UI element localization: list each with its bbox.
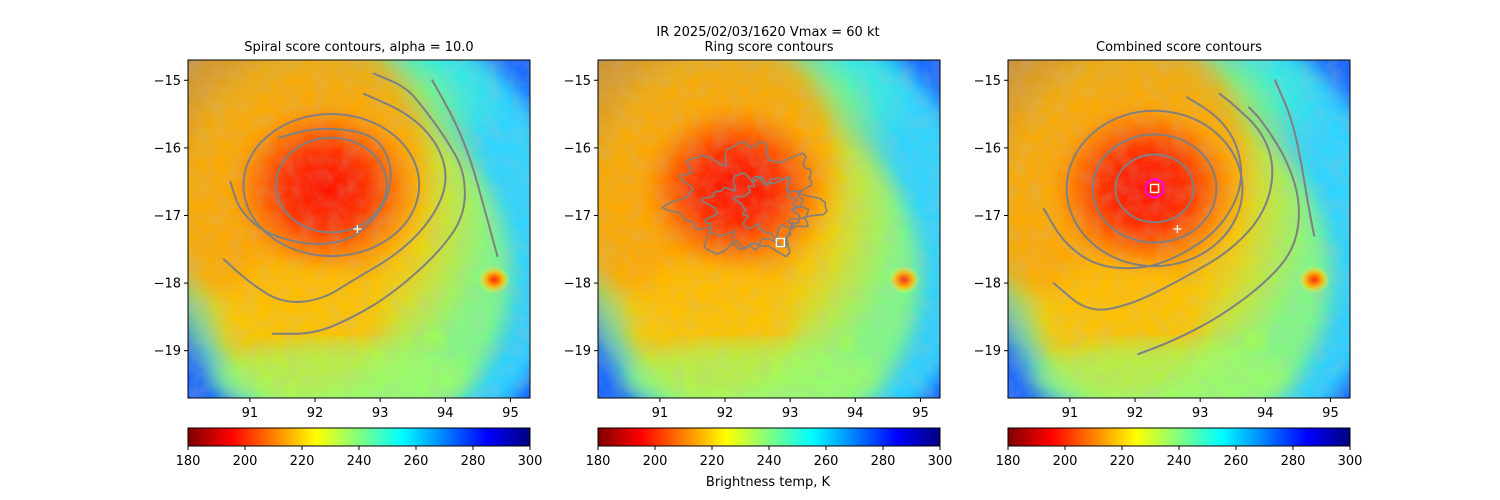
contour-ragged: [700, 172, 810, 251]
y-tick-label: −19: [564, 344, 591, 359]
colorbar-tick-label: 180: [586, 454, 611, 469]
contour-ring: [1114, 153, 1195, 224]
colorbar-tick-label: 220: [290, 454, 315, 469]
contour-line: [1042, 96, 1243, 270]
x-tick-label: 94: [1257, 406, 1274, 421]
ir-image: [598, 60, 940, 398]
y-tick-label: −17: [154, 209, 181, 224]
colorbar-tick-label: 300: [928, 454, 953, 469]
axes-frame: [597, 59, 941, 399]
score-contours: [661, 140, 828, 258]
contour-line: [1052, 92, 1274, 311]
colorbar-tick-label: 240: [347, 454, 372, 469]
axes-frame: [1007, 59, 1351, 399]
contour-ring: [1065, 109, 1244, 268]
colorbar-tick-label: 200: [643, 454, 668, 469]
contour-ragged: [732, 175, 804, 240]
x-tick-label: 93: [782, 406, 799, 421]
center-plus-marker: [353, 225, 362, 233]
panel-title: Spiral score contours, alpha = 10.0: [244, 40, 473, 55]
colorbar-tick-label: 260: [1224, 454, 1249, 469]
contour-line: [431, 79, 499, 257]
colorbar-label: Brightness temp, K: [706, 475, 831, 490]
score-contours: [1042, 79, 1316, 356]
panel-spiral: Spiral score contours, alpha = 10.0 −15 −1…: [154, 40, 543, 469]
panel-ring: Ring score contours −15 −16 −17 −18 −19 91 92 93…: [564, 40, 953, 469]
center-square-marker: [1149, 183, 1160, 194]
y-tick-label: −18: [974, 277, 1001, 292]
x-tick-label: 95: [502, 406, 519, 421]
y-tick-label: −16: [974, 141, 1001, 156]
colorbar: 180 200 220 240 260 280 300: [996, 427, 1363, 469]
axes-frame: [187, 59, 531, 399]
contour-ring: [242, 113, 421, 258]
colorbar-tick-label: 180: [176, 454, 201, 469]
y-tick-label: −18: [154, 277, 181, 292]
contour-line: [1274, 79, 1316, 237]
x-tick-label: 94: [437, 406, 454, 421]
y-tick-label: −15: [974, 74, 1001, 89]
x-tick-label: 92: [717, 406, 734, 421]
colorbar-gradient: [597, 427, 941, 447]
colorbar-tick-label: 200: [1053, 454, 1078, 469]
contour-line: [229, 127, 392, 245]
colorbar-tick-label: 300: [1338, 454, 1363, 469]
ir-image: [1008, 60, 1350, 398]
x-tick-label: 92: [1127, 406, 1144, 421]
y-tick-label: −15: [154, 74, 181, 89]
y-tick-label: −15: [564, 74, 591, 89]
y-tick-label: −19: [974, 344, 1001, 359]
colorbar-tick-label: 240: [1167, 454, 1192, 469]
colorbar-gradient: [187, 427, 531, 447]
contour-line: [222, 92, 447, 303]
colorbar-gradient: [1007, 427, 1351, 447]
contour-line: [271, 72, 466, 335]
colorbar-tick-label: 240: [757, 454, 782, 469]
x-tick-label: 95: [1322, 406, 1339, 421]
x-tick-label: 94: [847, 406, 864, 421]
panel-combined: Combined score contours −15 −16 −17 −18 −19 91…: [974, 40, 1363, 469]
center-plus-marker: [1173, 225, 1182, 233]
colorbar-tick-label: 220: [700, 454, 725, 469]
y-tick-label: −16: [154, 141, 181, 156]
x-tick-label: 93: [1192, 406, 1209, 421]
x-tick-label: 91: [1062, 406, 1079, 421]
contour-ring: [1091, 133, 1218, 244]
figure-suptitle: IR 2025/02/03/1620 Vmax = 60 kt: [656, 25, 879, 40]
colorbar-tick-label: 280: [1281, 454, 1306, 469]
contour-ragged: [661, 140, 828, 258]
y-tick-label: −19: [154, 344, 181, 359]
colorbar-tick-label: 260: [814, 454, 839, 469]
score-contours: [222, 72, 499, 335]
colorbar-tick-label: 180: [996, 454, 1021, 469]
contour-ring: [274, 136, 388, 234]
panel-title: Ring score contours: [704, 40, 833, 55]
colorbar-tick-label: 300: [518, 454, 543, 469]
colorbar-tick-label: 280: [461, 454, 486, 469]
y-tick-label: −17: [564, 209, 591, 224]
contour-line: [1137, 106, 1300, 356]
colorbar-tick-label: 200: [233, 454, 258, 469]
x-tick-label: 91: [242, 406, 259, 421]
x-tick-label: 93: [372, 406, 389, 421]
center-circle-marker: [1144, 178, 1165, 199]
y-tick-label: −17: [974, 209, 1001, 224]
x-tick-label: 92: [307, 406, 324, 421]
ir-image: [188, 60, 530, 398]
x-tick-label: 95: [912, 406, 929, 421]
colorbar: 180 200 220 240 260 280 300: [586, 427, 953, 469]
colorbar: 180 200 220 240 260 280 300: [176, 427, 543, 469]
center-square-marker: [775, 237, 786, 248]
colorbar-tick-label: 260: [404, 454, 429, 469]
y-tick-label: −18: [564, 277, 591, 292]
panel-title: Combined score contours: [1096, 40, 1262, 55]
x-tick-label: 91: [652, 406, 669, 421]
colorbar-tick-label: 280: [871, 454, 896, 469]
colorbar-tick-label: 220: [1110, 454, 1135, 469]
y-tick-label: −16: [564, 141, 591, 156]
